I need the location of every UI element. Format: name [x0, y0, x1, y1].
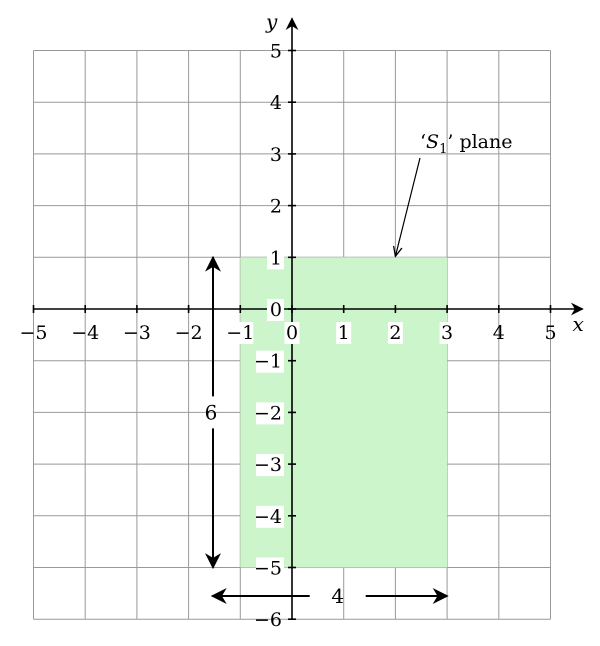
x-tick-label-bg: [439, 322, 455, 344]
x-tick-label: 5: [544, 322, 556, 344]
y-tick-label: −2: [254, 402, 282, 424]
plane-pointer-arrow: [395, 157, 421, 256]
x-tick-label: −5: [19, 322, 47, 344]
plane-label-symbol: S: [426, 131, 439, 153]
x-tick-label: 2: [389, 322, 401, 344]
y-tick-label-bg: [256, 557, 284, 580]
x-tick-label: 0: [286, 322, 298, 344]
plane-label-prefix: ‘: [420, 131, 426, 153]
x-axis-label: x: [573, 312, 584, 336]
y-tick-label: −3: [254, 454, 282, 476]
x-tick-label: 3: [441, 322, 453, 344]
y-tick-label-bg: [256, 350, 284, 373]
y-tick-label: −6: [254, 609, 282, 631]
plane-annotation: ‘S1’ plane: [395, 131, 513, 256]
y-tick-label: 0: [270, 299, 282, 321]
y-tick-label: 2: [270, 196, 282, 218]
plane-label-suffix: ’ plane: [447, 131, 512, 153]
height-label: 6: [205, 400, 218, 424]
width-label: 4: [331, 584, 344, 608]
x-tick-label: −2: [175, 322, 203, 344]
height-dimension: 6: [205, 255, 221, 570]
y-tick-label-bg: [256, 505, 284, 528]
y-tick-label: −5: [254, 558, 282, 580]
y-tick-label: 1: [270, 247, 282, 269]
y-tick-label: −4: [254, 506, 282, 528]
axes: [32, 17, 584, 621]
plane-label: ‘S1’ plane: [420, 131, 513, 157]
x-tick-label: 1: [338, 322, 350, 344]
x-tick-label: −1: [226, 322, 254, 344]
x-tick-label: 4: [493, 322, 505, 344]
y-tick-label: −1: [254, 351, 282, 373]
y-tick-label: 3: [270, 144, 282, 166]
width-dimension: 4: [210, 584, 449, 608]
y-axis-label: y: [265, 10, 278, 34]
x-tick-label: −3: [123, 322, 151, 344]
y-tick-label-bg: [267, 247, 284, 270]
x-tick-label-bg: [387, 322, 403, 344]
y-tick-label-bg: [267, 299, 284, 321]
y-tick-label: 5: [270, 41, 282, 63]
plane-label-subscript: 1: [439, 142, 447, 157]
y-tick-label-bg: [256, 402, 284, 425]
y-tick-label: 4: [270, 92, 282, 114]
x-tick-label: −4: [71, 322, 99, 344]
y-tick-label-bg: [256, 454, 284, 477]
x-tick-label-bg: [227, 322, 254, 344]
x-tick-label-bg: [284, 322, 300, 344]
x-tick-label-bg: [336, 322, 352, 344]
